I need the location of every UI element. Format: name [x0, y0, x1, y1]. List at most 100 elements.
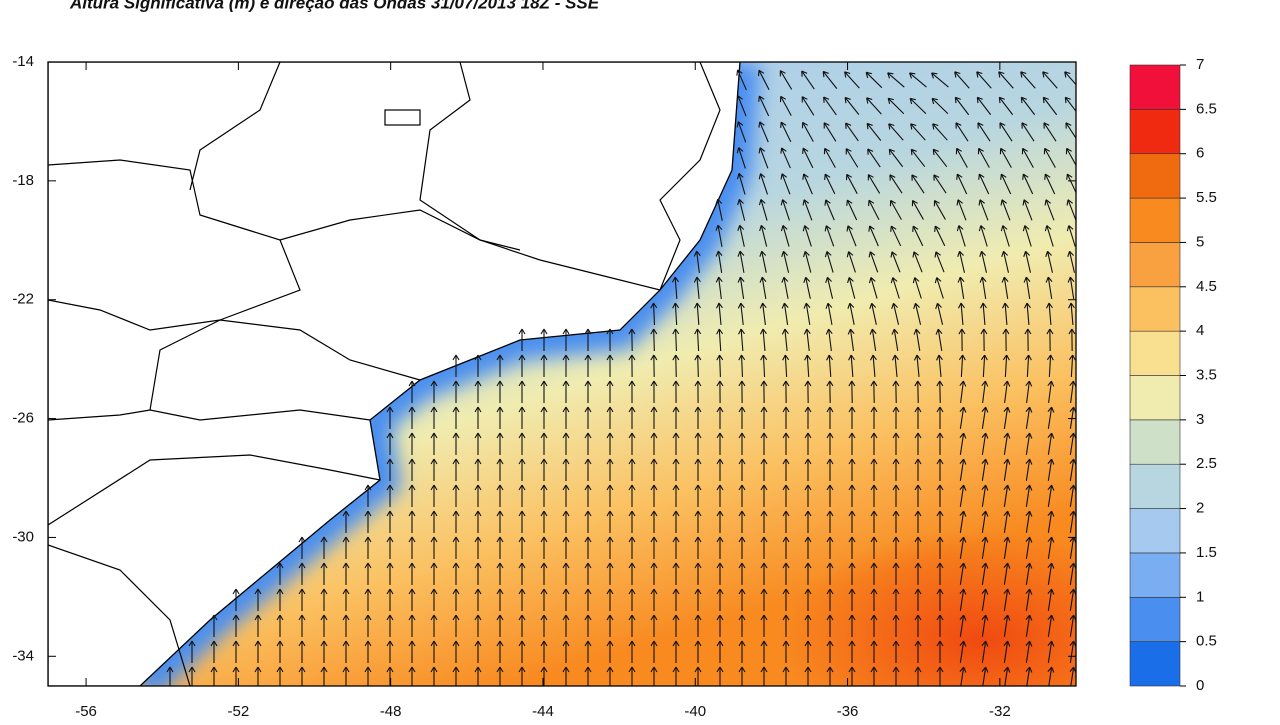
arrow	[1023, 276, 1031, 299]
arrow	[1047, 380, 1055, 403]
arrow	[870, 536, 878, 559]
arrow	[562, 354, 570, 377]
arrow	[977, 122, 991, 142]
colorbar-label: 6	[1196, 145, 1204, 162]
arrow	[1003, 536, 1011, 559]
arrow	[804, 588, 812, 611]
arrow	[496, 510, 504, 533]
arrow	[824, 173, 836, 195]
arrow	[540, 380, 548, 403]
arrow	[430, 432, 438, 455]
arrow	[496, 484, 504, 507]
arrow	[518, 666, 526, 686]
arrow	[496, 588, 504, 611]
arrow	[867, 174, 881, 194]
arrow	[914, 380, 922, 404]
arrow	[408, 562, 416, 585]
arrow	[606, 406, 614, 429]
arrow	[408, 536, 416, 559]
arrow	[868, 277, 878, 299]
arrow	[1001, 276, 1009, 299]
arrow	[976, 71, 992, 89]
arrow	[474, 536, 482, 559]
arrow	[933, 199, 946, 220]
arrow	[1067, 250, 1076, 273]
arrow	[1003, 484, 1011, 507]
arrow	[298, 588, 306, 611]
arrow	[628, 562, 636, 585]
arrow	[959, 536, 967, 559]
arrow	[781, 250, 790, 273]
arrow	[848, 640, 856, 663]
arrow	[890, 251, 901, 273]
arrow	[847, 276, 856, 299]
arrow	[694, 640, 702, 663]
arrow	[386, 406, 394, 429]
arrow	[824, 251, 834, 273]
arrow	[496, 432, 504, 455]
arrow	[955, 122, 969, 142]
arrow	[958, 328, 966, 352]
arrow	[1022, 173, 1034, 195]
colorbar-label: 5	[1196, 233, 1204, 250]
arrow	[430, 406, 438, 429]
arrow	[782, 484, 790, 507]
arrow	[959, 588, 967, 611]
arrow	[1066, 199, 1076, 221]
arrow	[1065, 122, 1076, 140]
arrow	[981, 510, 989, 533]
arrow	[606, 562, 614, 585]
arrow	[870, 432, 878, 455]
arrow	[1046, 354, 1054, 378]
arrow	[736, 147, 746, 169]
arrow	[672, 276, 679, 300]
arrow	[518, 380, 526, 403]
arrow	[496, 354, 504, 377]
arrow	[779, 95, 792, 116]
arrow	[562, 562, 570, 585]
arrow	[976, 96, 992, 116]
arrow	[844, 71, 860, 89]
colorbar-label: 6.5	[1196, 100, 1217, 117]
arrow	[496, 380, 504, 403]
arrow	[650, 302, 658, 326]
arrow	[584, 328, 592, 351]
arrow	[518, 640, 526, 663]
arrow	[650, 380, 658, 404]
arrow	[848, 510, 856, 533]
arrow	[672, 380, 680, 404]
arrow	[780, 121, 792, 143]
arrow	[298, 536, 306, 559]
arrow	[913, 328, 921, 351]
colorbar-label: 4.5	[1196, 278, 1217, 295]
arrow	[910, 148, 926, 168]
arrow	[452, 562, 460, 585]
arrow	[452, 484, 460, 507]
arrow	[782, 458, 790, 481]
arrow	[868, 251, 879, 273]
arrow	[737, 250, 745, 273]
arrow	[716, 562, 724, 585]
arrow	[826, 510, 834, 533]
arrow	[824, 199, 835, 221]
y-tick-label: -18	[12, 172, 34, 189]
arrow	[1067, 276, 1075, 299]
arrow	[694, 614, 702, 637]
arrow	[931, 97, 949, 115]
arrow	[981, 562, 989, 585]
arrow	[980, 354, 988, 378]
arrow	[760, 510, 768, 533]
arrow	[408, 588, 416, 611]
arrow	[801, 70, 815, 90]
colorbar-band	[1129, 463, 1181, 509]
arrow	[562, 406, 570, 429]
arrow	[889, 174, 903, 194]
arrow	[1068, 354, 1076, 378]
arrow	[408, 640, 416, 663]
arrow	[804, 640, 812, 663]
arrow	[694, 510, 702, 533]
arrow	[408, 666, 416, 686]
arrow	[650, 640, 658, 663]
arrow	[825, 276, 834, 299]
arrow	[760, 640, 768, 663]
